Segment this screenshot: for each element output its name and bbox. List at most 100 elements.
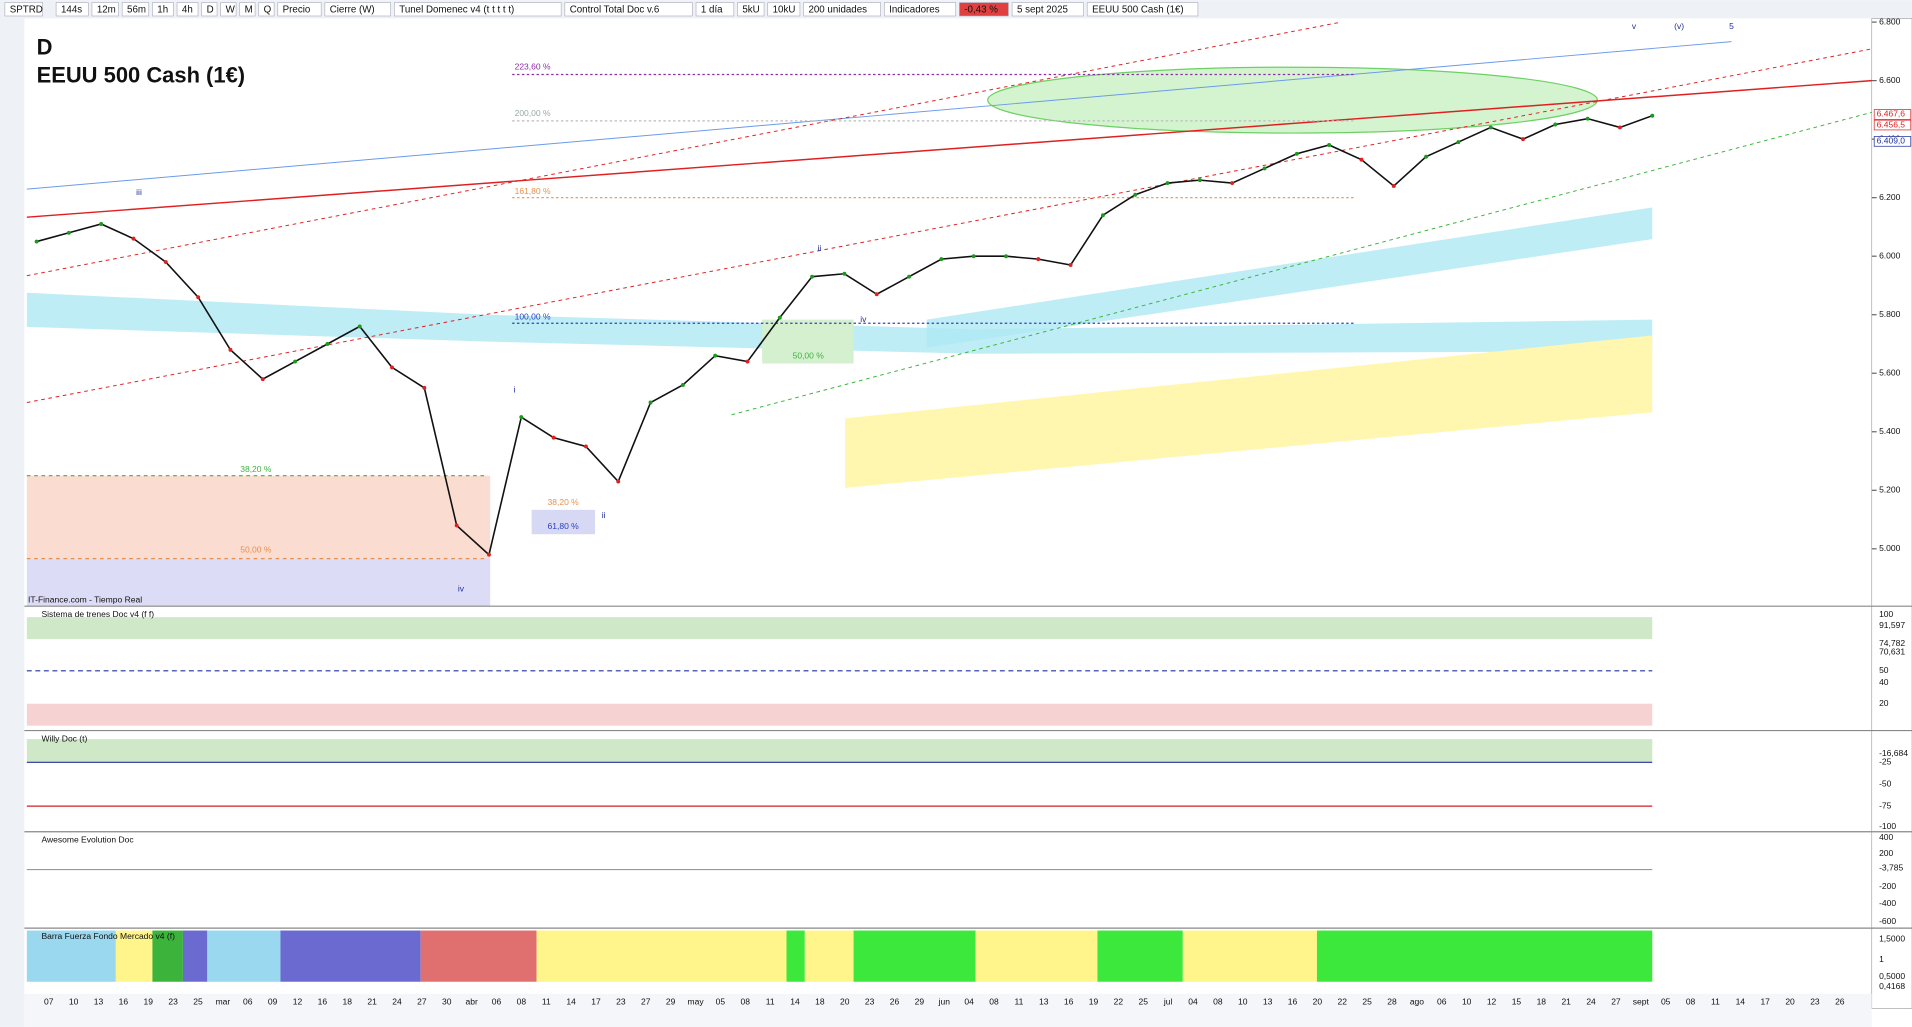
toolbar-button[interactable] xyxy=(564,2,693,17)
wave-label: iv xyxy=(860,314,867,324)
toolbar-label[interactable]: 5kU xyxy=(742,4,759,15)
x-tick-label: 16 xyxy=(119,997,129,1007)
toolbar-button[interactable] xyxy=(258,2,275,17)
toolbar-label[interactable]: Precio xyxy=(283,4,311,15)
price-point xyxy=(390,365,394,370)
x-tick-label: 06 xyxy=(492,997,502,1007)
regime-bar xyxy=(975,930,1098,982)
price-point xyxy=(196,295,201,300)
toolbar-button[interactable] xyxy=(883,2,957,17)
price-point xyxy=(1197,178,1202,183)
x-tick-label: 21 xyxy=(1561,997,1571,1007)
x-tick-label: 24 xyxy=(392,997,402,1007)
price-point xyxy=(1456,140,1461,145)
price-point xyxy=(1618,125,1622,130)
toolbar-button[interactable] xyxy=(220,2,237,17)
panel-tick-label: -400 xyxy=(1879,898,1896,908)
toolbar-button[interactable] xyxy=(324,2,391,17)
toolbar-label[interactable]: W xyxy=(226,4,236,15)
time-axis xyxy=(24,993,1872,1027)
toolbar-label[interactable]: 4h xyxy=(182,4,193,15)
toolbar-label[interactable]: SPTRD xyxy=(10,4,43,15)
toolbar-button[interactable] xyxy=(201,2,218,17)
toolbar-label[interactable]: 12m xyxy=(97,4,116,15)
tool-strip xyxy=(0,18,25,1027)
toolbar-button[interactable] xyxy=(91,2,119,17)
toolbar-button[interactable] xyxy=(767,2,801,17)
toolbar-button[interactable] xyxy=(277,2,322,17)
price-point xyxy=(810,274,815,279)
toolbar-label[interactable]: Indicadores xyxy=(889,4,940,15)
price-label: 6.467,6 xyxy=(1877,109,1906,119)
toolbar-label[interactable]: Q xyxy=(264,4,272,15)
toolbar-label: 5 sept 2025 xyxy=(1017,4,1069,15)
x-tick-label: 26 xyxy=(1835,997,1845,1007)
panel-tick-label: -16,684 xyxy=(1879,748,1908,758)
fib-label: 161,80 % xyxy=(515,186,551,196)
panel-tick-label: -600 xyxy=(1879,916,1896,926)
chart-layer: SPTRD 144s 12m 56m 1h 4h D W M Q Precio Cierre (W) T… xyxy=(4,2,1912,1007)
x-tick-label: 22 xyxy=(1338,997,1348,1007)
chart-title: D xyxy=(37,35,53,60)
fib-label: 50,00 % xyxy=(793,350,825,360)
price-point xyxy=(1327,143,1332,147)
y-tick-label: 5.200 xyxy=(1879,485,1901,495)
x-tick-label: 05 xyxy=(1661,997,1671,1007)
x-tick-label: sept xyxy=(1633,997,1650,1007)
toolbar-label[interactable]: Tunel Domenec v4 (t t t t t) xyxy=(399,4,514,15)
channel-line xyxy=(731,111,1872,416)
toolbar-button[interactable] xyxy=(55,2,89,17)
toolbar-button xyxy=(1086,2,1199,17)
fib-zone xyxy=(762,319,854,364)
x-tick-label: 18 xyxy=(1537,997,1547,1007)
toolbar-label[interactable]: 144s xyxy=(61,4,82,15)
fib-label: 38,20 % xyxy=(240,464,272,474)
toolbar-label[interactable]: M xyxy=(245,4,253,15)
toolbar-label[interactable]: 56m xyxy=(127,4,146,15)
toolbar-button[interactable] xyxy=(394,2,562,17)
toolbar-button[interactable] xyxy=(176,2,199,17)
x-tick-label: 23 xyxy=(616,997,626,1007)
price-point xyxy=(454,523,459,528)
y-tick-label: 6.800 xyxy=(1879,16,1901,26)
toolbar-label[interactable]: Control Total Doc v.6 xyxy=(570,4,660,15)
fib-zone xyxy=(531,509,596,535)
price-point xyxy=(1585,116,1590,121)
toolbar-button[interactable] xyxy=(803,2,881,17)
toolbar-label: -0,43 % xyxy=(964,4,998,15)
x-tick-label: 12 xyxy=(293,997,303,1007)
toolbar-button[interactable] xyxy=(4,2,43,17)
toolbar-label[interactable]: 10kU xyxy=(773,4,796,15)
price-point xyxy=(228,347,233,352)
source-label: IT-Finance.com - Tiempo Real xyxy=(28,594,142,604)
toolbar-button[interactable] xyxy=(695,2,735,17)
wave-label: i xyxy=(514,385,516,395)
x-tick-label: 25 xyxy=(1139,997,1149,1007)
x-tick-label: 08 xyxy=(989,997,999,1007)
toolbar-button[interactable] xyxy=(239,2,256,17)
fib-label: 223,60 % xyxy=(515,61,551,71)
trend-line xyxy=(26,79,1872,218)
cloud-band xyxy=(26,292,1653,354)
wave-label: ii xyxy=(602,510,606,520)
x-tick-label: 11 xyxy=(766,997,775,1007)
toolbar-label[interactable]: Cierre (W) xyxy=(330,4,375,15)
toolbar-label[interactable]: 1 día xyxy=(701,4,723,15)
toolbar-button[interactable] xyxy=(152,2,174,17)
toolbar-button[interactable] xyxy=(121,2,150,17)
toolbar-label[interactable]: 200 unidades xyxy=(808,4,867,15)
panel-tick-label: 0,5000 xyxy=(1879,971,1905,981)
panel-tick-label: -200 xyxy=(1879,881,1896,891)
x-tick-label: 11 xyxy=(1711,997,1720,1007)
x-tick-label: 11 xyxy=(1014,997,1023,1007)
price-point xyxy=(1165,181,1170,185)
price-point xyxy=(260,377,265,382)
price-label: 6.409,0 xyxy=(1877,136,1906,146)
toolbar-label[interactable]: D xyxy=(207,4,214,15)
price-point xyxy=(1650,113,1655,118)
x-tick-label: abr xyxy=(466,997,478,1007)
x-tick-label: 23 xyxy=(865,997,875,1007)
toolbar-button[interactable] xyxy=(737,2,765,17)
panel-tick-label: 1 xyxy=(1879,954,1884,964)
toolbar-label[interactable]: 1h xyxy=(157,4,168,15)
